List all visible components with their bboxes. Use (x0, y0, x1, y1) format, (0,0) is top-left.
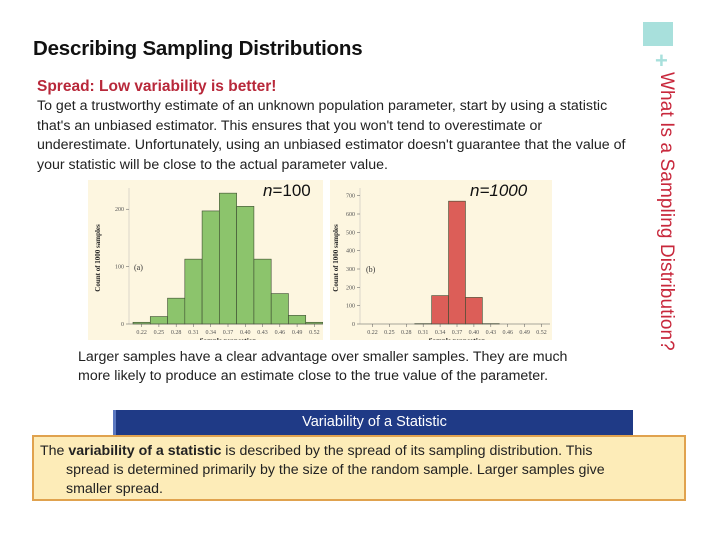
svg-text:0.31: 0.31 (418, 330, 429, 336)
svg-text:Sample proportion: Sample proportion (200, 337, 257, 340)
svg-text:n=100: n=100 (263, 181, 311, 200)
svg-text:0.25: 0.25 (384, 330, 395, 336)
definition-box-header: Variability of a Statistic (113, 410, 633, 435)
svg-text:Count of 1000 samples: Count of 1000 samples (332, 224, 340, 292)
svg-text:Sample proportion: Sample proportion (429, 337, 486, 340)
svg-text:0.31: 0.31 (188, 330, 199, 336)
svg-text:200: 200 (346, 285, 355, 291)
intro-paragraph: To get a trustworthy estimate of an unkn… (37, 98, 626, 173)
section-subtitle: Spread: Low variability is better! (37, 78, 277, 95)
svg-text:0.34: 0.34 (435, 330, 446, 336)
slide-title: Describing Sampling Distributions (33, 37, 363, 60)
histogram-bar (270, 293, 289, 325)
svg-text:0: 0 (121, 322, 124, 328)
svg-text:0.49: 0.49 (519, 330, 530, 336)
larger-samples-paragraph: Larger samples have a clear advantage ov… (78, 349, 568, 384)
svg-text:100: 100 (346, 304, 355, 310)
svg-text:0.43: 0.43 (257, 330, 268, 336)
svg-text:500: 500 (346, 230, 355, 236)
svg-text:0.49: 0.49 (292, 330, 303, 336)
definition-text-1: is described by the spread of its sampli… (221, 443, 593, 459)
svg-text:300: 300 (346, 267, 355, 273)
histogram-bar (236, 206, 255, 325)
svg-text:200: 200 (115, 207, 124, 213)
definition-term: variability of a statistic (68, 443, 222, 459)
svg-text:600: 600 (346, 212, 355, 218)
svg-text:0.40: 0.40 (240, 330, 251, 336)
svg-text:0.46: 0.46 (275, 330, 286, 336)
accent-block (643, 22, 673, 46)
svg-text:(a): (a) (134, 263, 143, 272)
svg-text:0.37: 0.37 (223, 330, 234, 336)
histogram-bar (288, 315, 307, 325)
svg-text:Count of 1000 samples: Count of 1000 samples (94, 224, 102, 292)
histogram-n100: 0 100 200 0.22 0.25 0.28 0.31 0.34 0.37 0.40 0.43 0… (88, 180, 323, 340)
svg-text:0.40: 0.40 (469, 330, 480, 336)
histogram-bar (167, 297, 186, 325)
svg-text:0.52: 0.52 (536, 330, 547, 336)
histogram-bar (253, 258, 272, 325)
histogram-n1000-plot: 0 100 200 300 400 500 600 700 0.22 0.25 0.28 0.31 0.… (332, 181, 550, 340)
svg-text:n=1000: n=1000 (470, 181, 528, 200)
definition-lead: The (40, 443, 69, 459)
svg-text:700: 700 (346, 194, 355, 200)
histogram-bar (219, 192, 237, 325)
svg-text:100: 100 (115, 265, 124, 271)
histogram-bar (465, 297, 483, 325)
histogram-bar (431, 295, 449, 325)
svg-text:400: 400 (346, 249, 355, 255)
histogram-bar (149, 316, 168, 325)
svg-text:0.25: 0.25 (154, 330, 165, 336)
svg-text:0.28: 0.28 (401, 330, 412, 336)
histogram-n100-plot: 0 100 200 0.22 0.25 0.28 0.31 0.34 0.37 0.40 0.43 0… (94, 181, 323, 340)
svg-text:0: 0 (352, 322, 355, 328)
svg-text:(b): (b) (366, 265, 376, 274)
plus-icon: + (655, 48, 668, 73)
histogram-bar (201, 210, 220, 325)
svg-text:0.37: 0.37 (452, 330, 463, 336)
definition-text-3: smaller spread. (66, 481, 163, 497)
svg-text:0.22: 0.22 (136, 330, 147, 336)
histogram-n1000: 0 100 200 300 400 500 600 700 0.22 0.25 0.28 0.31 0.… (330, 180, 552, 340)
svg-text:0.43: 0.43 (486, 330, 497, 336)
svg-text:0.52: 0.52 (309, 330, 320, 336)
histogram-bar (184, 258, 203, 325)
svg-text:0.28: 0.28 (171, 330, 182, 336)
definition-box-body: The variability of a statistic is descri… (32, 435, 686, 501)
svg-text:0.22: 0.22 (367, 330, 378, 336)
histogram-bar (448, 200, 466, 325)
side-section-title: What Is a Sampling Distribution? (656, 72, 677, 351)
definition-text-2: spread is determined primarily by the si… (66, 462, 605, 478)
svg-text:0.34: 0.34 (205, 330, 216, 336)
svg-text:0.46: 0.46 (502, 330, 513, 336)
